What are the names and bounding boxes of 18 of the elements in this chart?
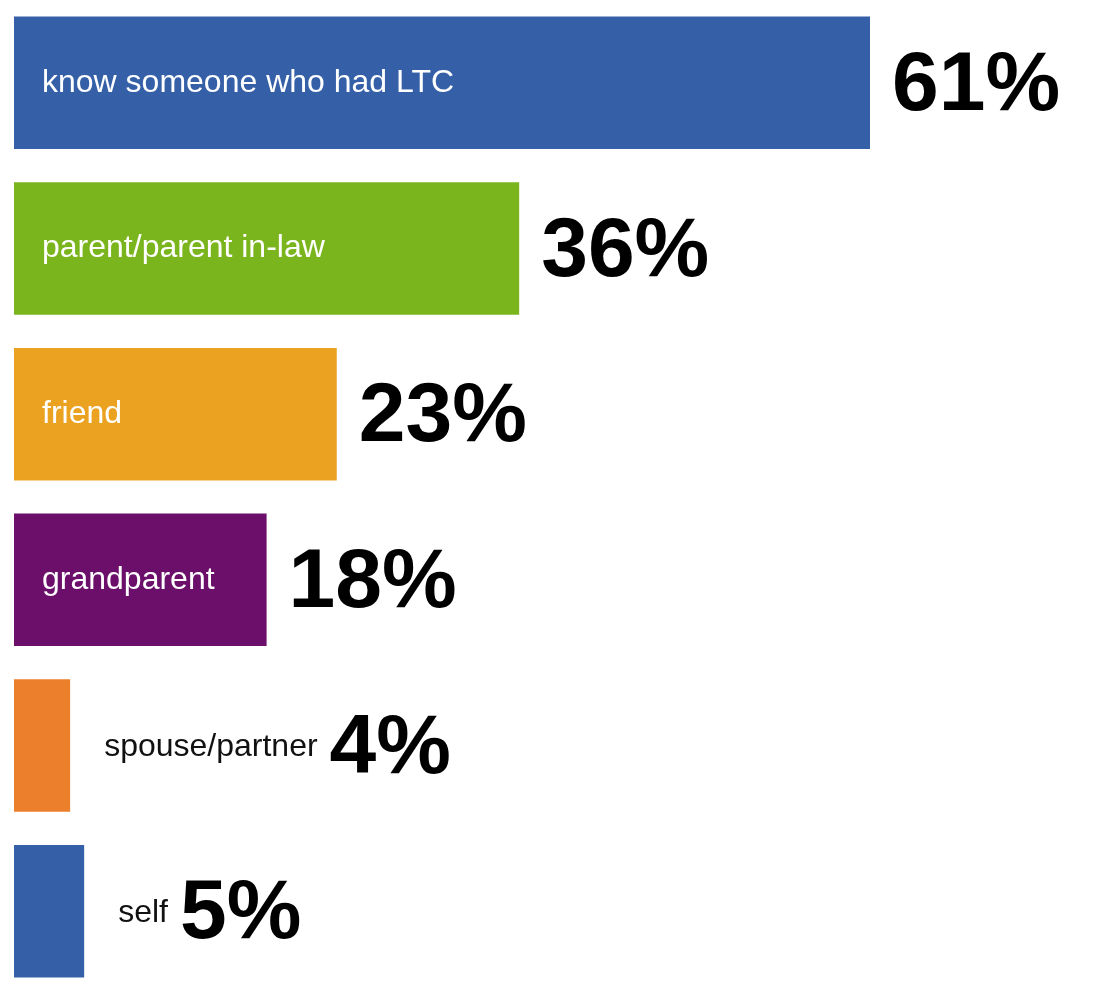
data-label: 4%	[329, 696, 452, 791]
data-label: 23%	[358, 365, 527, 460]
bar	[14, 16, 870, 150]
y-tick-label: friend	[42, 393, 123, 430]
y-tick-label: know someone who had LTC	[42, 62, 455, 99]
bar	[14, 844, 85, 978]
y-tick-label: grandparent	[42, 559, 215, 596]
data-label: 5%	[179, 862, 302, 957]
bar	[14, 182, 520, 315]
data-label: 61%	[892, 33, 1061, 128]
y-tick-label: self	[118, 892, 169, 929]
bar	[14, 679, 71, 812]
y-tick-label: spouse/partner	[104, 727, 318, 764]
data-label: 36%	[541, 199, 710, 294]
bar	[14, 513, 267, 647]
data-label: 18%	[288, 530, 457, 625]
y-tick-label: parent/parent in-law	[42, 228, 326, 265]
bar	[14, 347, 337, 481]
